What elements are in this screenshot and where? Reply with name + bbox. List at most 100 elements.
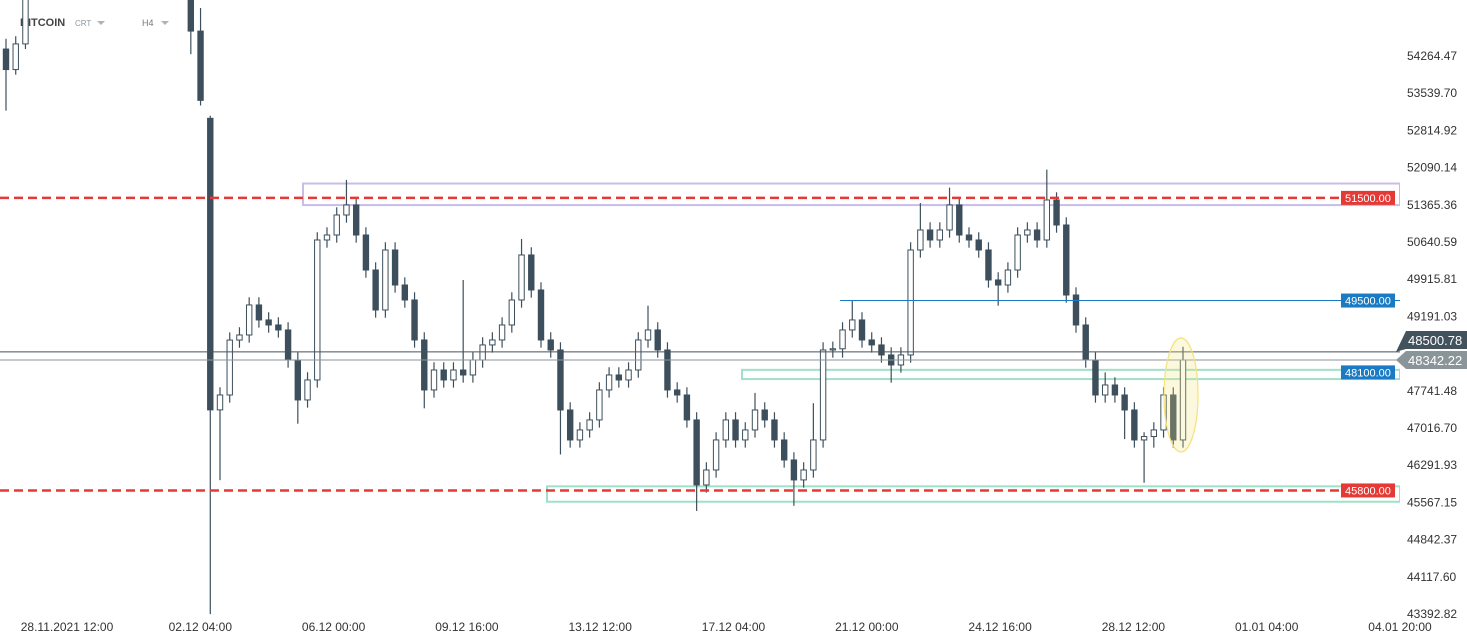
- candle-body: [236, 334, 243, 341]
- candle-body: [800, 469, 807, 481]
- candle-body: [858, 319, 866, 341]
- bid-price-label-text: 48500.78: [1408, 333, 1462, 348]
- candle-body: [761, 409, 768, 421]
- x-tick-label: 09.12 16:00: [435, 620, 499, 634]
- candle: [742, 422, 749, 448]
- candle: [498, 317, 506, 348]
- candle: [518, 238, 525, 308]
- candle: [489, 332, 496, 353]
- y-tick-label: 45567.15: [1407, 495, 1457, 509]
- instrument-type-selector[interactable]: CRT: [75, 19, 92, 28]
- candle: [12, 36, 19, 75]
- candle: [858, 312, 866, 348]
- candle-body: [469, 359, 477, 376]
- candle: [1111, 377, 1119, 403]
- candle: [547, 332, 554, 358]
- candle-body: [1150, 429, 1158, 438]
- candle-body: [12, 43, 19, 71]
- candle-body: [1092, 359, 1099, 396]
- candle: [625, 362, 632, 388]
- candle: [566, 402, 574, 448]
- candle: [207, 115, 214, 615]
- candle: [800, 462, 807, 488]
- candle-body: [275, 324, 282, 331]
- candle-body: [936, 229, 944, 241]
- candle-body: [703, 469, 710, 486]
- candle: [391, 242, 399, 293]
- candle: [1101, 372, 1109, 403]
- x-tick-label: 21.12 00:00: [835, 620, 899, 634]
- candle: [216, 387, 224, 481]
- candle: [849, 300, 856, 338]
- candle-body: [450, 369, 457, 381]
- candle: [751, 392, 759, 438]
- candle-body: [372, 269, 379, 311]
- timeframe-selector[interactable]: H4: [142, 18, 154, 28]
- candle-body: [22, 0, 29, 45]
- candle: [265, 312, 272, 333]
- candle-body: [596, 389, 603, 421]
- candle-body: [965, 234, 973, 241]
- candle: [440, 362, 447, 388]
- candle: [654, 322, 661, 358]
- chevron-down-icon[interactable]: [97, 21, 105, 25]
- candle-body: [722, 419, 730, 441]
- candle-body: [712, 439, 720, 471]
- y-tick-label: 43392.82: [1407, 607, 1457, 621]
- candle-body: [605, 374, 613, 391]
- last-price-label-bg: [1396, 350, 1467, 369]
- candle: [2, 38, 10, 111]
- candle: [664, 342, 671, 398]
- candle: [712, 432, 720, 478]
- candle: [333, 207, 340, 243]
- candle: [450, 362, 457, 388]
- zone-rect: [741, 368, 1400, 381]
- level-label: 48100.00: [1341, 365, 1395, 380]
- candle-body: [586, 419, 593, 431]
- candle: [226, 332, 233, 403]
- candle: [790, 452, 798, 506]
- level-label-text: 48100.00: [1345, 367, 1391, 379]
- y-tick-label: 44117.60: [1407, 570, 1456, 584]
- y-tick-label: 47741.48: [1407, 384, 1457, 398]
- candle: [284, 322, 292, 368]
- y-tick-label: 44842.37: [1407, 533, 1457, 547]
- y-tick-label: 47016.70: [1407, 421, 1457, 435]
- level-label-text: 51500.00: [1345, 193, 1391, 205]
- chevron-down-icon[interactable]: [161, 21, 169, 25]
- candle-body: [673, 389, 681, 396]
- candle-body: [1024, 229, 1031, 236]
- candle: [469, 352, 477, 383]
- candle: [372, 262, 379, 318]
- candle: [343, 179, 350, 223]
- candle: [479, 337, 486, 368]
- candle: [304, 372, 311, 408]
- candle-body: [333, 214, 340, 236]
- candle: [596, 382, 603, 428]
- candle: [382, 242, 389, 318]
- candle-body: [576, 429, 584, 441]
- x-tick-label: 04.01 20:00: [1368, 620, 1432, 634]
- level-label-bg: [1341, 365, 1395, 380]
- candle-body: [975, 239, 982, 251]
- candle-body: [780, 439, 788, 461]
- candle: [644, 305, 652, 348]
- candle-body: [304, 379, 311, 401]
- bid-price-label-bg: [1396, 330, 1467, 352]
- candle: [693, 412, 700, 511]
- candle-body: [479, 344, 486, 361]
- candle: [576, 422, 584, 448]
- candle-body: [440, 369, 447, 381]
- candle-body: [1111, 384, 1119, 396]
- candle: [615, 367, 623, 388]
- candle-body: [557, 349, 564, 411]
- candle: [878, 337, 885, 363]
- candle-body: [323, 234, 331, 241]
- candle: [887, 347, 895, 383]
- candle: [187, 0, 195, 55]
- level-label: 45800.00: [1341, 483, 1395, 498]
- candle: [683, 387, 691, 428]
- candle: [780, 432, 788, 468]
- candle-body: [508, 299, 516, 326]
